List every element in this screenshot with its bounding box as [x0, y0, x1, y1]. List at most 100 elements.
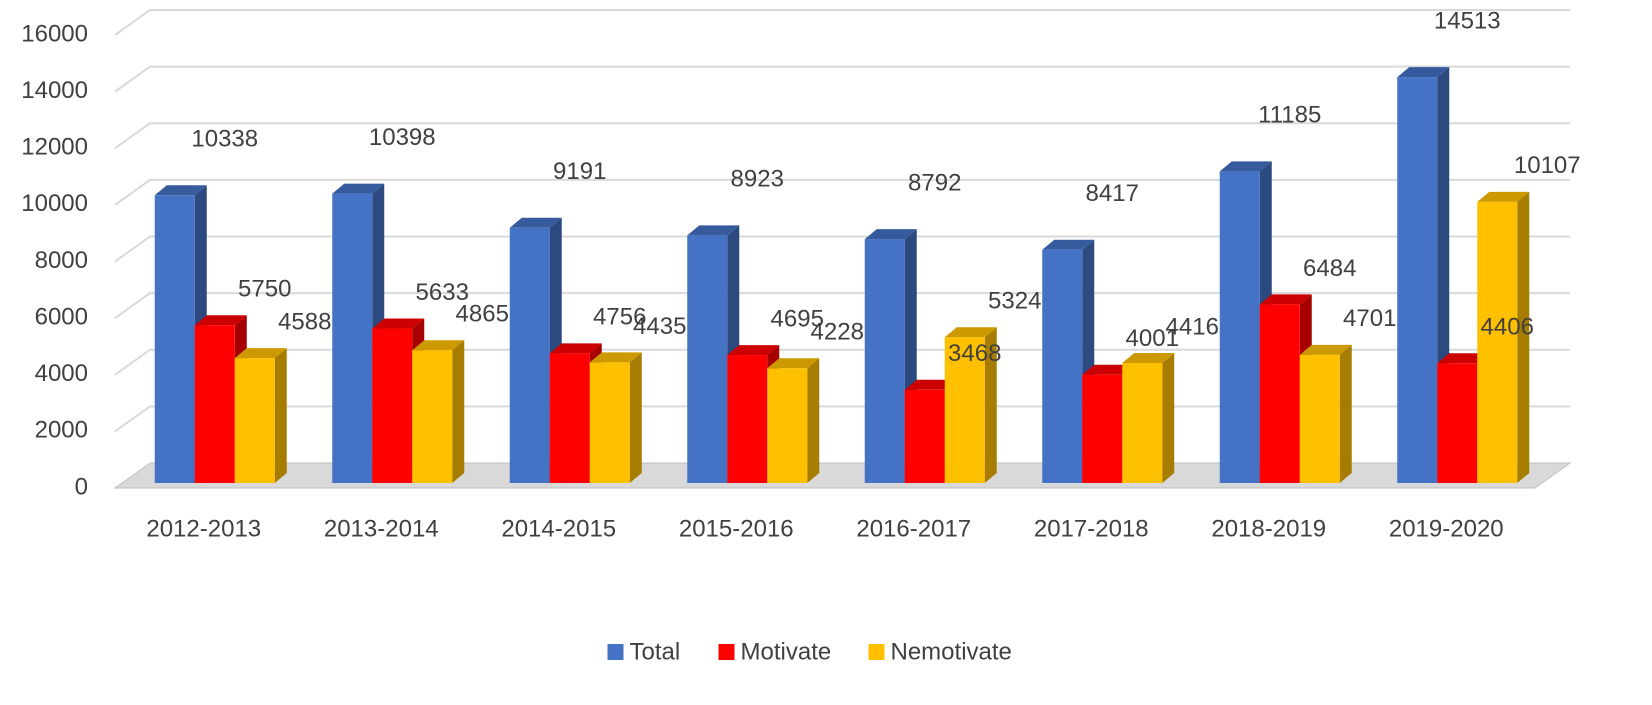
bar: [234, 348, 287, 483]
bar-front: [1042, 249, 1083, 483]
data-label: 4406: [1481, 314, 1534, 341]
floor: [113, 462, 1572, 489]
bar-front: [1219, 171, 1260, 483]
data-label: 3468: [948, 340, 1001, 367]
data-label: 9191: [553, 158, 606, 185]
data-label: 10398: [369, 124, 436, 151]
bar-front: [1299, 354, 1340, 483]
bar-front: [332, 193, 373, 483]
bar-front: [589, 362, 630, 483]
bar-top: [1477, 191, 1530, 202]
bar: [154, 185, 207, 484]
bar-top: [1122, 352, 1175, 363]
data-label: 8417: [1086, 180, 1139, 207]
bar-top: [549, 343, 602, 354]
grid-line: [114, 65, 1570, 93]
bar-front: [194, 325, 235, 483]
bar-front: [767, 368, 808, 483]
bar-front: [1259, 304, 1300, 483]
bar: [944, 327, 997, 483]
y-tick-label: 8000: [35, 247, 88, 274]
x-tick-label: 2019-2020: [1389, 515, 1504, 542]
legend-swatch: [607, 644, 624, 660]
bar-side: [807, 358, 820, 483]
y-tick-label: 12000: [21, 134, 88, 161]
bar-top: [1397, 67, 1450, 78]
bar-front: [1082, 374, 1123, 483]
legend-label: Motivate: [741, 638, 832, 665]
bar-front: [944, 337, 985, 483]
x-tick-label: 2017-2018: [1034, 515, 1149, 542]
bar-side: [452, 340, 465, 483]
x-tick-label: 2018-2019: [1211, 515, 1326, 542]
bar-top: [864, 229, 917, 240]
bar-top: [1219, 161, 1272, 172]
data-label: 5750: [238, 276, 291, 303]
data-label: 5324: [988, 288, 1041, 315]
bar-front: [864, 239, 905, 483]
bar-front: [1397, 77, 1438, 484]
bar-side: [1162, 352, 1175, 483]
grid-line: [114, 9, 1570, 36]
bar: [1122, 352, 1175, 483]
bar-front: [549, 353, 590, 483]
data-label: 8923: [731, 166, 784, 193]
bar: [767, 358, 820, 483]
y-tick-label: 4000: [35, 360, 88, 387]
bar-front: [687, 235, 728, 483]
bar-side: [1339, 344, 1352, 483]
bar-top: [1299, 344, 1352, 355]
y-tick-label: 2000: [35, 417, 88, 444]
bar-front: [154, 195, 195, 484]
bar-front: [1437, 363, 1478, 483]
bar-side: [274, 348, 287, 483]
legend-swatch: [868, 644, 885, 660]
grid-line: [114, 292, 1570, 319]
bar-front: [234, 358, 275, 483]
bar-top: [234, 348, 287, 359]
bar-front: [904, 389, 945, 483]
data-label: 5633: [416, 279, 469, 306]
bar-top: [589, 352, 642, 363]
y-tick-label: 16000: [21, 20, 88, 47]
data-label: 4701: [1343, 305, 1396, 332]
bar-top: [767, 358, 820, 369]
data-label: 4435: [633, 313, 686, 340]
bar-front: [509, 227, 550, 483]
data-label: 6484: [1303, 255, 1356, 282]
grid-line: [114, 348, 1570, 376]
bar: [412, 340, 465, 483]
data-label: 11185: [1258, 102, 1321, 129]
bar: [864, 229, 917, 483]
y-tick-label: 0: [75, 473, 88, 500]
bar-top: [687, 225, 740, 236]
grid-line: [114, 122, 1570, 150]
data-label: 4228: [811, 319, 864, 346]
bar: [1259, 294, 1312, 483]
x-tick-label: 2016-2017: [856, 515, 971, 542]
bar-top: [1082, 364, 1135, 375]
bar: [1477, 191, 1530, 483]
bar-front: [727, 355, 768, 483]
bar-top: [332, 183, 385, 194]
bar-top: [372, 318, 425, 329]
grid-line: [114, 178, 1570, 206]
y-tick-label: 14000: [21, 77, 88, 104]
bar-front: [412, 350, 453, 483]
grid-line: [114, 235, 1570, 263]
bar-top: [1259, 294, 1312, 305]
data-label: 10338: [191, 126, 258, 153]
data-label: 4865: [456, 301, 509, 328]
x-tick-label: 2013-2014: [324, 515, 439, 542]
bar-top: [412, 340, 465, 351]
bar-top: [509, 217, 562, 228]
data-label: 10107: [1514, 152, 1581, 179]
bar-top: [727, 345, 780, 356]
bar-front: [1477, 201, 1518, 483]
bar-side: [629, 352, 642, 483]
bar-front: [372, 328, 413, 483]
legend-label: Total: [630, 638, 681, 665]
data-label: 4416: [1166, 313, 1219, 340]
